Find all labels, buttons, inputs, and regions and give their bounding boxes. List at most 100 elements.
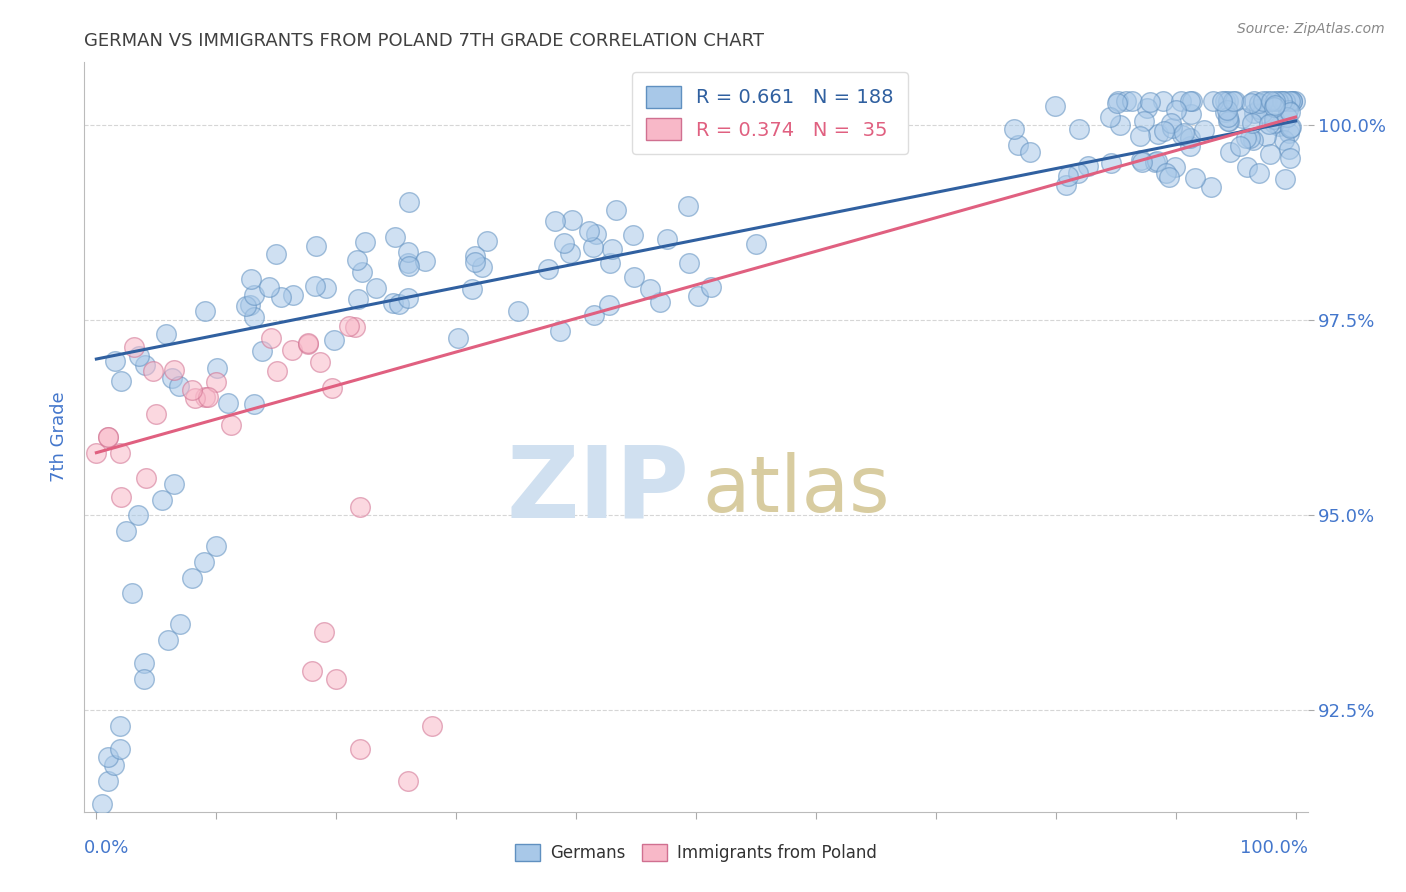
Point	[1136, 101, 1159, 115]
Point	[266, 364, 288, 378]
Point	[121, 586, 143, 600]
Point	[221, 418, 243, 433]
Point	[337, 319, 360, 334]
Point	[1263, 116, 1285, 130]
Point	[548, 324, 571, 338]
Point	[1281, 95, 1303, 109]
Point	[309, 355, 332, 369]
Point	[134, 672, 156, 686]
Point	[1215, 105, 1237, 120]
Point	[1192, 123, 1215, 137]
Text: Source: ZipAtlas.com: Source: ZipAtlas.com	[1237, 22, 1385, 37]
Point	[1180, 107, 1202, 121]
Point	[396, 255, 419, 269]
Point	[110, 446, 132, 460]
Point	[1271, 95, 1294, 109]
Point	[163, 363, 186, 377]
Point	[388, 297, 411, 311]
Point	[398, 194, 420, 209]
Point	[259, 331, 281, 345]
Point	[1019, 145, 1042, 159]
Point	[350, 265, 373, 279]
Point	[150, 492, 173, 507]
Text: 0.0%: 0.0%	[84, 839, 129, 857]
Point	[537, 261, 560, 276]
Point	[163, 477, 186, 491]
Point	[194, 390, 217, 404]
Point	[242, 310, 264, 324]
Point	[122, 340, 145, 354]
Point	[1105, 95, 1128, 110]
Point	[86, 446, 108, 460]
Point	[447, 331, 470, 345]
Point	[266, 247, 288, 261]
Point	[1234, 131, 1257, 145]
Point	[1007, 137, 1029, 152]
Point	[582, 240, 605, 254]
Point	[1156, 166, 1178, 180]
Point	[381, 296, 404, 310]
Point	[1129, 153, 1152, 167]
Point	[252, 343, 274, 358]
Point	[1184, 171, 1206, 186]
Point	[1278, 127, 1301, 141]
Point	[657, 232, 679, 246]
Point	[353, 235, 375, 249]
Point	[475, 234, 498, 248]
Point	[396, 291, 419, 305]
Point	[1279, 95, 1302, 109]
Point	[115, 524, 138, 538]
Point	[1241, 132, 1264, 146]
Point	[301, 665, 323, 679]
Point	[134, 657, 156, 671]
Point	[1223, 95, 1246, 109]
Point	[243, 397, 266, 411]
Point	[142, 364, 165, 378]
Point	[1240, 95, 1263, 110]
Point	[1264, 98, 1286, 112]
Y-axis label: 7th Grade: 7th Grade	[51, 392, 69, 483]
Point	[1236, 161, 1258, 175]
Point	[1181, 95, 1204, 109]
Point	[1279, 121, 1302, 136]
Point	[1243, 105, 1265, 120]
Point	[745, 237, 768, 252]
Point	[181, 571, 204, 585]
Point	[420, 719, 443, 733]
Point	[1067, 165, 1090, 179]
Point	[1256, 95, 1278, 109]
Point	[1247, 95, 1270, 110]
Point	[1222, 95, 1244, 109]
Point	[1278, 104, 1301, 119]
Point	[1099, 156, 1122, 170]
Point	[162, 371, 184, 385]
Point	[193, 555, 215, 569]
Point	[1139, 95, 1161, 109]
Point	[270, 290, 292, 304]
Point	[1249, 166, 1271, 180]
Point	[1178, 95, 1201, 109]
Point	[1159, 169, 1181, 184]
Point	[1132, 113, 1154, 128]
Point	[1272, 133, 1295, 147]
Point	[1254, 129, 1277, 144]
Point	[1279, 120, 1302, 135]
Point	[582, 308, 605, 322]
Point	[315, 281, 337, 295]
Point	[1077, 159, 1099, 173]
Point	[1277, 103, 1299, 118]
Point	[1257, 117, 1279, 131]
Point	[346, 252, 368, 267]
Point	[239, 298, 262, 312]
Point	[297, 336, 319, 351]
Point	[1216, 110, 1239, 124]
Point	[1229, 138, 1251, 153]
Point	[1278, 142, 1301, 156]
Text: ZIP: ZIP	[508, 441, 690, 538]
Point	[700, 280, 723, 294]
Point	[1129, 128, 1152, 143]
Point	[1260, 95, 1282, 109]
Point	[688, 288, 710, 302]
Point	[1002, 122, 1025, 136]
Point	[585, 227, 607, 241]
